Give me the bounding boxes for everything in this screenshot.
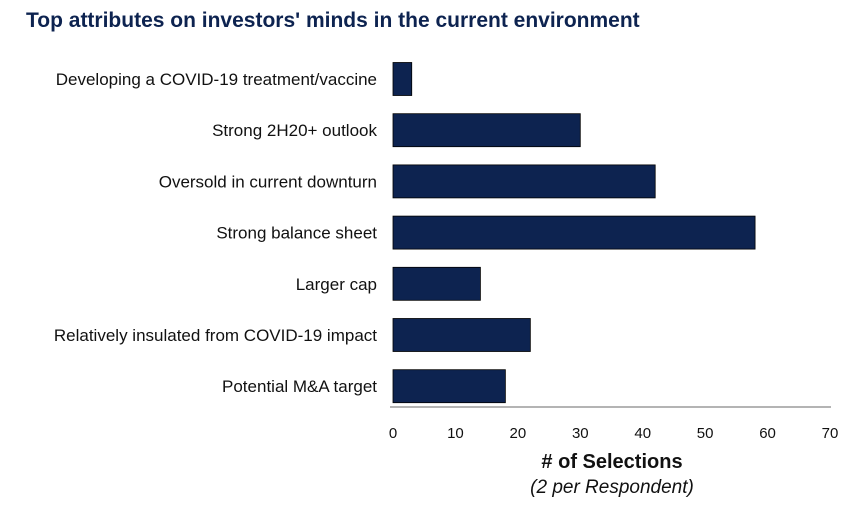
x-tick-label: 60 bbox=[759, 425, 776, 442]
category-label: Strong 2H20+ outlook bbox=[212, 121, 377, 140]
bar-6 bbox=[392, 369, 506, 404]
bar-1 bbox=[392, 113, 581, 148]
bar-5 bbox=[392, 318, 531, 352]
x-axis-title: # of Selections bbox=[541, 451, 682, 473]
x-tick-label: 30 bbox=[572, 425, 589, 442]
category-label: Larger cap bbox=[296, 275, 377, 294]
x-tick-label: 50 bbox=[697, 425, 714, 442]
x-tick-label: 40 bbox=[634, 425, 651, 442]
chart-title: Top attributes on investors' minds in th… bbox=[26, 9, 640, 32]
x-tick-label: 0 bbox=[389, 425, 397, 442]
category-labels-group: Developing a COVID-19 treatment/vaccine S… bbox=[54, 70, 378, 396]
category-label: Relatively insulated from COVID-19 impac… bbox=[54, 326, 377, 345]
bar-2 bbox=[392, 164, 656, 199]
bar-4 bbox=[392, 266, 481, 301]
category-label: Developing a COVID-19 treatment/vaccine bbox=[56, 70, 377, 89]
x-tick-label: 70 bbox=[822, 425, 839, 442]
bar-0 bbox=[392, 62, 413, 96]
bar-3 bbox=[392, 215, 756, 250]
category-label: Potential M&A target bbox=[222, 377, 377, 396]
x-axis-subtitle: (2 per Respondent) bbox=[530, 477, 694, 498]
bars-group bbox=[392, 62, 756, 404]
x-ticks-group: 0 10 20 30 40 50 60 70 bbox=[389, 425, 839, 442]
category-label: Strong balance sheet bbox=[216, 224, 377, 243]
x-tick-label: 20 bbox=[510, 425, 527, 442]
category-label: Oversold in current downturn bbox=[159, 172, 377, 191]
x-tick-label: 10 bbox=[447, 425, 464, 442]
